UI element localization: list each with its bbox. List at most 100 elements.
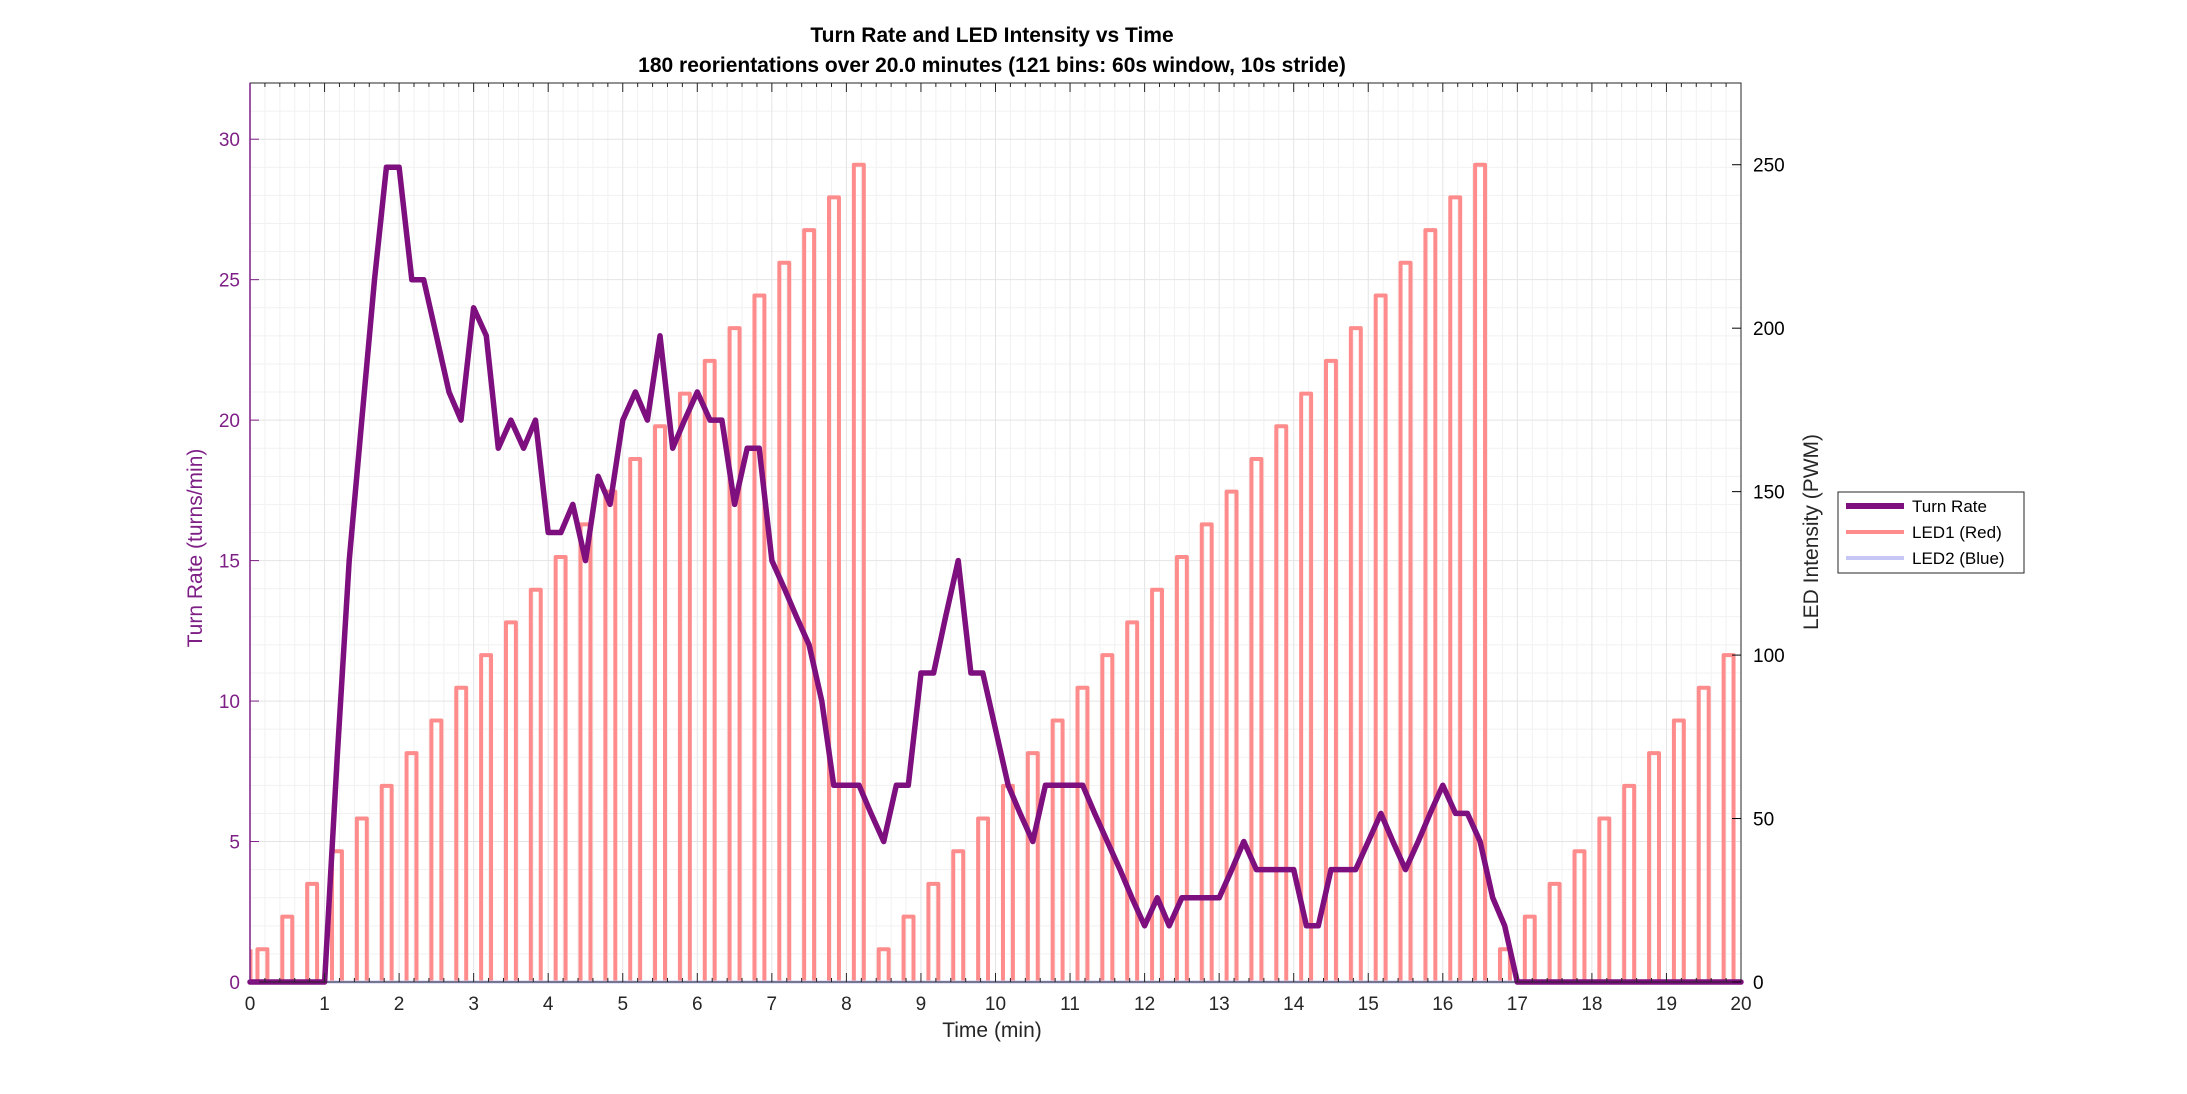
led1-pulse [777, 260, 792, 982]
led1-pulse [1522, 914, 1537, 982]
led1-pulse [1274, 424, 1289, 982]
tick-labels: 0 1 2 3 4 5 6 7 8 9 10 11 12 13 14 15 16 17 18 19 2005101520… [219, 130, 1785, 1015]
led1-pulse [851, 162, 866, 982]
led1-pulse [1348, 326, 1363, 982]
led1-pulse [802, 228, 817, 982]
led1-pulse [1497, 947, 1512, 982]
y-left-tick-label: 25 [219, 271, 240, 292]
led1-pulse [926, 881, 941, 982]
x-tick-label: 10 [985, 994, 1006, 1015]
led1-pulse [1199, 522, 1214, 982]
y-right-tick-label: 100 [1753, 646, 1785, 667]
led1-pulse [503, 620, 518, 982]
led1-pulse [1299, 391, 1314, 982]
minor-grid [250, 82, 1741, 982]
led1-pulse [1125, 620, 1140, 982]
led1-pulse [677, 391, 692, 982]
led1-pulse [1100, 653, 1115, 982]
led1-pulse [1174, 555, 1189, 982]
led1-pulse [330, 849, 344, 982]
x-tick-label: 19 [1656, 994, 1677, 1015]
x-axis-label: Time (min) [942, 1019, 1042, 1042]
led1-pulse [429, 718, 444, 982]
turn-rate-series [247, 164, 1744, 985]
y-left-tick-label: 0 [229, 973, 240, 994]
led1-pulse [255, 947, 270, 982]
led1-pulse [976, 816, 991, 982]
x-tick-label: 16 [1432, 994, 1453, 1015]
led1-series [249, 162, 1741, 984]
x-tick-label: 0 [245, 994, 256, 1015]
y-left-tick-label: 5 [229, 833, 240, 854]
led1-pulse [553, 555, 568, 982]
x-tick-label: 6 [692, 994, 703, 1015]
led1-pulse [1373, 293, 1388, 982]
y-axis-left-label: Turn Rate (turns/min) [184, 449, 207, 648]
x-tick-label: 3 [468, 994, 479, 1015]
y-right-tick-label: 50 [1753, 810, 1774, 831]
led1-pulse [752, 293, 767, 982]
led1-pulse [354, 816, 369, 982]
x-tick-label: 15 [1358, 994, 1379, 1015]
x-tick-label: 4 [543, 994, 554, 1015]
led1-pulse [305, 881, 320, 982]
y-right-tick-label: 200 [1753, 319, 1785, 340]
y-right-tick-label: 0 [1753, 973, 1764, 994]
turn-rate-line [247, 164, 1744, 985]
x-tick-label: 2 [394, 994, 405, 1015]
y-left-tick-label: 20 [219, 411, 240, 432]
axis-ticks [249, 83, 1742, 983]
led1-pulse [1324, 358, 1338, 982]
led1-pulse [528, 587, 543, 982]
x-tick-label: 8 [841, 994, 852, 1015]
x-tick-label: 12 [1134, 994, 1155, 1015]
led1-pulse [1547, 881, 1562, 982]
x-tick-label: 5 [617, 994, 628, 1015]
x-tick-label: 9 [916, 994, 927, 1015]
legend-turn-rate-label: Turn Rate [1912, 497, 1987, 516]
y-left-tick-label: 10 [219, 692, 240, 713]
led1-pulse [1572, 849, 1587, 982]
led1-pulse [379, 783, 394, 982]
led1-pulse [653, 424, 667, 982]
led1-pulse [1224, 489, 1239, 982]
x-tick-label: 1 [319, 994, 330, 1015]
legend: Turn Rate LED1 (Red) LED2 (Blue) [1837, 491, 2025, 574]
led1-pulse [578, 522, 593, 982]
led1-pulse [1647, 751, 1661, 982]
led1-pulse [404, 751, 419, 982]
led1-pulse [1622, 783, 1637, 982]
chart-title: Turn Rate and LED Intensity vs Time [810, 24, 1173, 47]
x-tick-label: 14 [1283, 994, 1305, 1015]
led1-pulse [628, 456, 643, 982]
led1-pulse [876, 947, 891, 982]
led1-pulse [951, 849, 966, 982]
led1-pulse [1249, 456, 1264, 982]
x-tick-label: 7 [767, 994, 778, 1015]
y-left-tick-label: 15 [219, 552, 240, 573]
y-right-tick-label: 250 [1753, 156, 1785, 177]
led1-pulse [1075, 685, 1090, 982]
led1-pulse [1448, 195, 1463, 982]
led1-pulse [280, 914, 295, 982]
major-grid [249, 83, 1742, 983]
led1-pulse [827, 195, 841, 982]
x-tick-label: 13 [1209, 994, 1230, 1015]
led1-pulse [1025, 751, 1040, 982]
legend-led1-label: LED1 (Red) [1912, 523, 2002, 542]
led1-pulse [727, 326, 742, 982]
chart-subtitle: 180 reorientations over 20.0 minutes (12… [638, 54, 1346, 77]
led1-pulse [1398, 260, 1413, 982]
led1-pulse [1597, 816, 1612, 982]
x-tick-label: 11 [1060, 994, 1080, 1015]
led1-pulse [702, 358, 717, 982]
led1-pulse [1423, 228, 1438, 982]
led1-pulse [479, 653, 494, 982]
y-left-tick-label: 30 [219, 130, 240, 151]
led1-pulse [1696, 685, 1711, 982]
led1-pulse [454, 685, 469, 982]
legend-led2-label: LED2 (Blue) [1912, 549, 2005, 568]
led1-pulse [1473, 162, 1488, 982]
led1-pulse [901, 914, 916, 982]
